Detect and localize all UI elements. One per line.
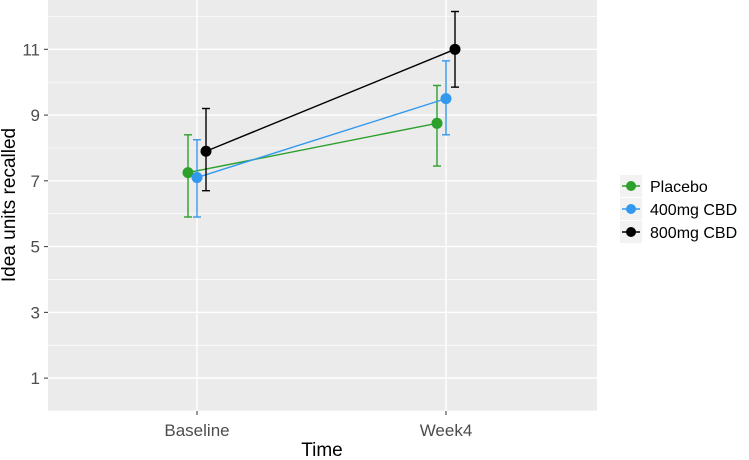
data-point: [200, 145, 212, 157]
legend-label: 400mg CBD: [650, 202, 737, 219]
x-tick-label: Baseline: [164, 421, 229, 440]
series-line: [187, 122, 438, 174]
y-tick-label: 7: [31, 172, 40, 191]
series-line: [196, 97, 447, 179]
series-800mg-cbd: [200, 10, 461, 192]
plot-panel: [48, 0, 597, 411]
y-axis-title: Idea units recalled: [0, 128, 20, 282]
legend-marker: [626, 181, 636, 191]
data-point: [449, 43, 461, 55]
legend-label: 800mg CBD: [650, 225, 737, 242]
legend-item: Placebo: [620, 175, 708, 197]
y-axis: 1 3 5 7 9 11: [22, 40, 48, 388]
legend-marker: [626, 204, 636, 214]
legend-item: 800mg CBD: [620, 221, 737, 243]
legend: Placebo 400mg CBD 800mg CBD: [620, 175, 737, 243]
data-point: [182, 167, 194, 179]
series-layer: [182, 10, 461, 218]
legend-item: 400mg CBD: [620, 198, 737, 220]
y-tick-label: 5: [31, 238, 40, 257]
data-point: [191, 172, 203, 184]
y-tick-label: 3: [31, 303, 40, 322]
series-line: [205, 48, 456, 152]
data-point: [440, 93, 452, 105]
x-axis: Baseline Week4: [164, 411, 472, 440]
x-tick-label: Week4: [420, 421, 473, 440]
y-tick-label: 11: [22, 40, 40, 59]
series-placebo: [182, 84, 443, 218]
x-axis-title: Time: [301, 440, 343, 460]
legend-label: Placebo: [650, 179, 708, 196]
data-point: [431, 117, 443, 129]
legend-marker: [626, 227, 636, 237]
y-tick-label: 9: [31, 106, 40, 125]
y-tick-label: 1: [31, 369, 40, 388]
series-400mg-cbd: [191, 60, 452, 218]
